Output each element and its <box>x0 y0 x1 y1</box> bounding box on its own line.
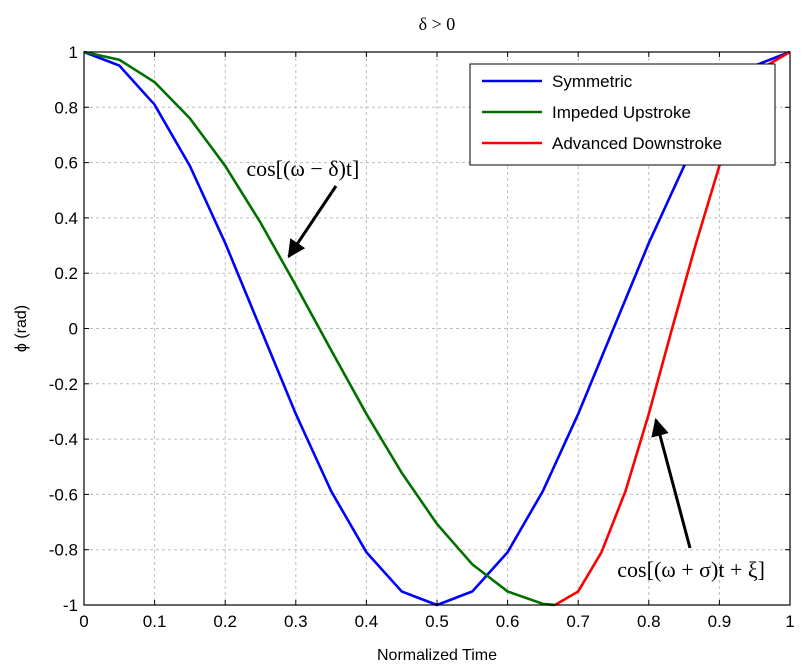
y-tick-label: -0.6 <box>49 485 78 504</box>
x-tick-label: 0.1 <box>143 612 167 631</box>
annotation-arrow <box>651 418 692 549</box>
y-tick-label: 0.6 <box>54 154 78 173</box>
y-tick-label: 0 <box>69 320 78 339</box>
x-tick-label: 1 <box>785 612 794 631</box>
x-tick-label: 0.7 <box>566 612 590 631</box>
y-tick-label: 0.8 <box>54 98 78 117</box>
x-tick-label: 0 <box>79 612 88 631</box>
x-tick-label: 0.8 <box>637 612 661 631</box>
chart-title: δ > 0 <box>419 14 456 34</box>
x-tick-label: 0.5 <box>425 612 449 631</box>
x-tick-label: 0.6 <box>496 612 520 631</box>
annotation-label: cos[(ω − δ)t] <box>246 156 359 181</box>
legend-label: Symmetric <box>552 72 633 91</box>
y-tick-label: -0.2 <box>49 375 78 394</box>
legend: Symmetric Impeded Upstroke Advanced Downst… <box>469 63 776 166</box>
annotation-label: cos[(ω + σ)t + ξ] <box>617 557 765 582</box>
y-tick-label: 0.4 <box>54 209 78 228</box>
series-line-impeded-upstroke <box>83 50 556 607</box>
y-tick-label: 1 <box>69 43 78 62</box>
y-tick-label: -0.8 <box>49 541 78 560</box>
y-axis-title: ϕ (rad) <box>13 305 30 352</box>
y-tick-label: 0.2 <box>54 264 78 283</box>
y-tick-label: -1 <box>63 596 78 615</box>
annotations: cos[(ω − δ)t] cos[(ω + σ)t + ξ] <box>246 156 765 582</box>
x-tick-label: 0.9 <box>708 612 732 631</box>
x-tick-label: 0.4 <box>355 612 379 631</box>
x-axis-title: Normalized Time <box>377 647 497 664</box>
legend-label: Impeded Upstroke <box>552 103 691 122</box>
ticks: 0 0.1 0.2 0.3 0.4 0.5 0.6 0.7 0.8 0.9 1 1 0.8 0.6 0.4 0… <box>49 43 795 631</box>
x-tick-label: 0.3 <box>284 612 308 631</box>
y-tick-label: -0.4 <box>49 430 78 449</box>
legend-label: Advanced Downstroke <box>552 134 722 153</box>
x-tick-label: 0.2 <box>213 612 237 631</box>
annotation-arrow <box>287 185 338 259</box>
